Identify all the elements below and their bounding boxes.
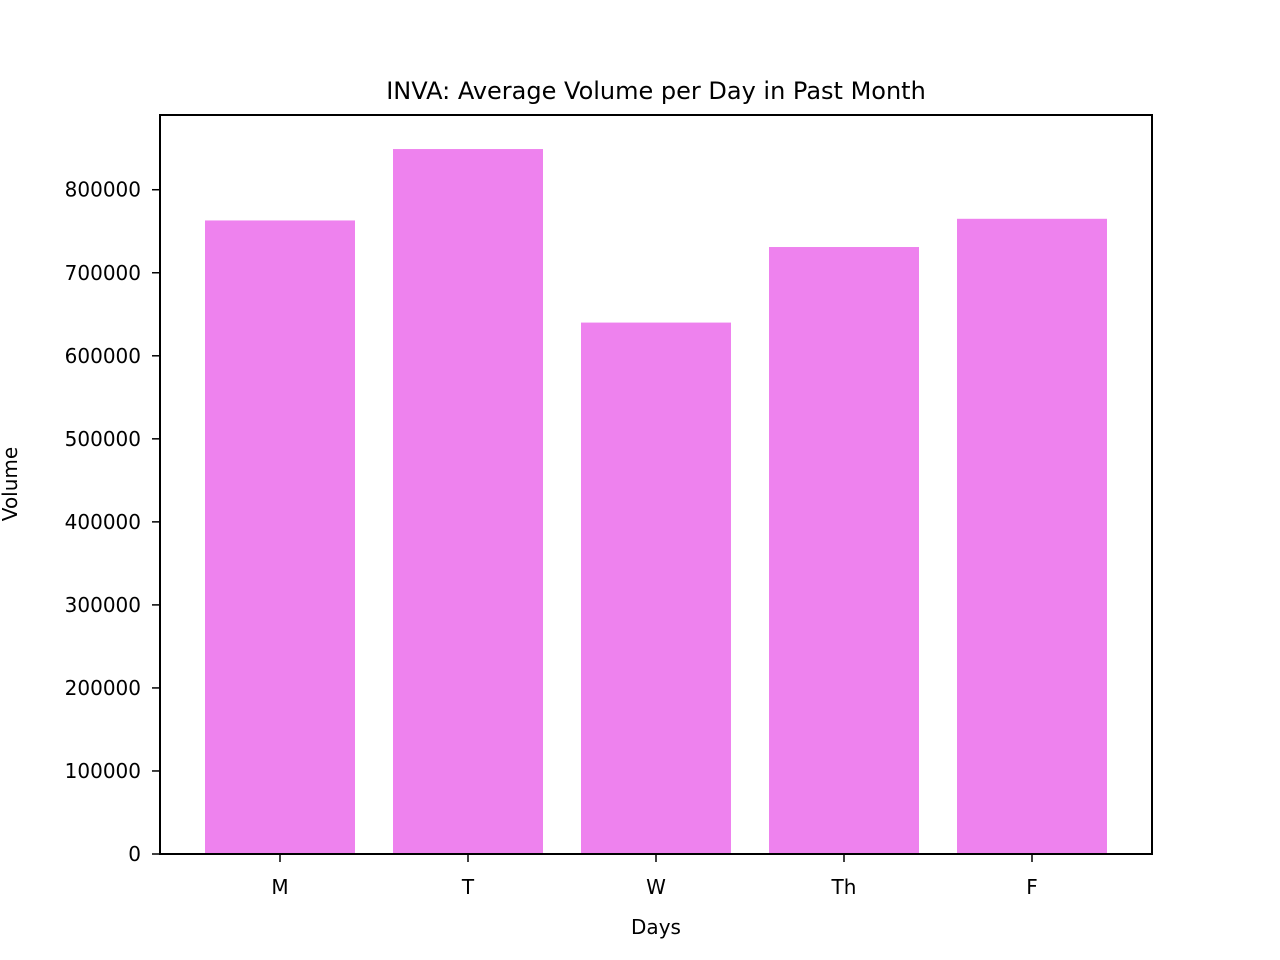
y-tick-label: 0: [128, 842, 141, 866]
y-tick-label: 800000: [65, 178, 141, 202]
x-tick-label: F: [1026, 875, 1038, 899]
x-tick-label: T: [461, 875, 475, 899]
bar-w: [581, 322, 731, 855]
bar-t: [393, 149, 543, 854]
y-axis-label: Volume: [0, 447, 22, 521]
bar-th: [769, 247, 919, 855]
y-tick-label: 200000: [65, 676, 141, 700]
y-tick-label: 600000: [65, 344, 141, 368]
x-axis-label: Days: [631, 915, 681, 939]
y-tick-label: 300000: [65, 593, 141, 617]
y-tick-label: 500000: [65, 427, 141, 451]
bar-f: [957, 218, 1107, 855]
x-tick-label: M: [271, 875, 288, 899]
x-tick-label: Th: [831, 875, 857, 899]
y-tick-label: 700000: [65, 261, 141, 285]
bars-group: [205, 149, 1107, 855]
x-axis: M T W Th F: [271, 854, 1038, 899]
chart-title: INVA: Average Volume per Day in Past Mon…: [386, 77, 926, 105]
bar-m: [205, 220, 355, 854]
y-tick-label: 400000: [65, 510, 141, 534]
y-tick-label: 100000: [65, 759, 141, 783]
x-tick-label: W: [646, 875, 666, 899]
y-axis: 0 100000 200000 300000 400000 500000 600000 700…: [65, 178, 160, 866]
